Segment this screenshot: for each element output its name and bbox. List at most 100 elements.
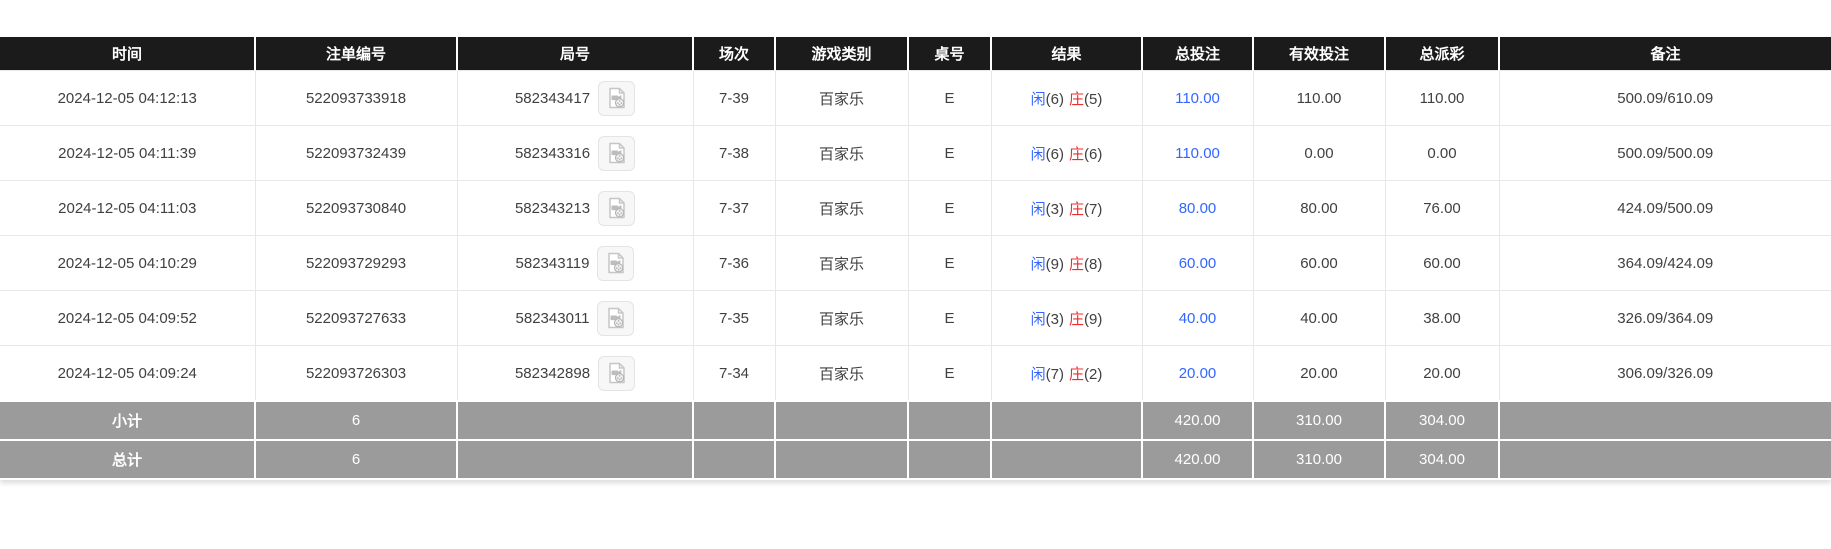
grand-total-row: 总计 6 420.00 310.00 304.00 <box>0 439 1831 480</box>
subtotal-label: 小计 <box>0 400 256 441</box>
cell-valid-bet: 0.00 <box>1252 125 1386 181</box>
subtotal-empty-result <box>990 400 1143 441</box>
bet-records-table: 时间 注单编号 局号 场次 游戏类别 桌号 结果 总投注 有效投注 总派彩 备注… <box>0 37 1831 480</box>
video-replay-button[interactable] <box>598 80 636 116</box>
cell-bet-id: 522093733918 <box>254 70 458 126</box>
cell-time: 2024-12-05 04:11:39 <box>0 125 256 181</box>
cell-total-payout: 110.00 <box>1384 70 1500 126</box>
cell-total-bet[interactable]: 20.00 <box>1141 345 1254 402</box>
cell-total-payout: 38.00 <box>1384 290 1500 346</box>
video-replay-button[interactable] <box>597 300 635 336</box>
header-row: 时间 注单编号 局号 场次 游戏类别 桌号 结果 总投注 有效投注 总派彩 备注 <box>0 37 1831 71</box>
cell-total-bet[interactable]: 80.00 <box>1141 180 1254 236</box>
cell-result: 闲(3) 庄(9) <box>990 290 1143 346</box>
result-player-score: (6) <box>1045 145 1064 163</box>
round-id-text: 582343011 <box>515 309 590 327</box>
round-id-text: 582342898 <box>514 364 591 382</box>
cell-session: 7-34 <box>692 345 776 402</box>
cell-total-bet[interactable]: 60.00 <box>1141 235 1254 291</box>
grand-total-empty-session <box>692 439 776 480</box>
cell-remark: 500.09/610.09 <box>1498 70 1831 126</box>
video-replay-button[interactable] <box>598 190 636 226</box>
cell-total-bet[interactable]: 110.00 <box>1141 70 1254 126</box>
video-file-icon <box>608 307 624 329</box>
cell-remark: 500.09/500.09 <box>1498 125 1831 181</box>
grand-total-total-payout: 304.00 <box>1384 439 1500 480</box>
result-player-score: (3) <box>1045 310 1064 328</box>
column-header-round-id: 局号 <box>457 37 694 71</box>
column-header-bet-id: 注单编号 <box>255 37 458 71</box>
grand-total-count: 6 <box>254 439 458 480</box>
cell-table-no: E <box>907 125 992 181</box>
cell-table-no: E <box>907 290 992 346</box>
grand-total-empty-table-no <box>907 439 992 480</box>
result-player-score: (9) <box>1045 255 1064 273</box>
result-player-label: 闲 <box>1030 200 1046 218</box>
result-banker-score: (5) <box>1084 90 1103 108</box>
cell-table-no: E <box>907 180 992 236</box>
video-file-icon <box>608 87 625 109</box>
round-id-text: 582343119 <box>515 254 590 272</box>
cell-total-bet[interactable]: 40.00 <box>1141 290 1254 346</box>
video-file-icon <box>608 362 625 384</box>
cell-session: 7-38 <box>692 125 776 181</box>
result-banker-score: (7) <box>1084 200 1103 218</box>
cell-bet-id: 522093730840 <box>254 180 458 236</box>
video-file-icon <box>608 142 625 164</box>
cell-session: 7-35 <box>692 290 776 346</box>
column-header-game-type: 游戏类别 <box>775 37 909 71</box>
subtotal-total-payout: 304.00 <box>1384 400 1500 441</box>
table-row: 2024-12-05 04:11:39 522093732439 5823433… <box>0 125 1831 181</box>
cell-valid-bet: 40.00 <box>1252 290 1386 346</box>
cell-valid-bet: 60.00 <box>1252 235 1386 291</box>
cell-remark: 306.09/326.09 <box>1498 345 1831 402</box>
result-banker-score: (6) <box>1084 145 1103 163</box>
cell-table-no: E <box>907 70 992 126</box>
cell-total-payout: 0.00 <box>1384 125 1500 181</box>
column-header-result: 结果 <box>991 37 1143 71</box>
subtotal-count: 6 <box>254 400 458 441</box>
cell-remark: 424.09/500.09 <box>1498 180 1831 236</box>
cell-time: 2024-12-05 04:10:29 <box>0 235 256 291</box>
result-player-score: (7) <box>1045 365 1064 383</box>
table-row: 2024-12-05 04:11:03 522093730840 5823432… <box>0 180 1831 236</box>
cell-session: 7-36 <box>692 235 776 291</box>
video-file-icon <box>608 252 624 274</box>
column-header-total-payout: 总派彩 <box>1385 37 1500 71</box>
grand-total-valid-bet: 310.00 <box>1252 439 1386 480</box>
round-id-text: 582343213 <box>514 199 591 217</box>
table-row: 2024-12-05 04:12:13 522093733918 5823434… <box>0 70 1831 126</box>
grand-total-label: 总计 <box>0 439 256 480</box>
result-banker-score: (2) <box>1084 365 1103 383</box>
column-header-session: 场次 <box>693 37 776 71</box>
cell-total-payout: 20.00 <box>1384 345 1500 402</box>
column-header-total-bet: 总投注 <box>1142 37 1254 71</box>
cell-table-no: E <box>907 345 992 402</box>
cell-round-id: 582343316 <box>456 125 694 181</box>
cell-bet-id: 522093726303 <box>254 345 458 402</box>
cell-valid-bet: 80.00 <box>1252 180 1386 236</box>
result-banker-label: 庄 <box>1069 255 1085 273</box>
cell-session: 7-37 <box>692 180 776 236</box>
video-replay-button[interactable] <box>598 135 636 171</box>
table-row: 2024-12-05 04:10:29 522093729293 5823431… <box>0 235 1831 291</box>
video-replay-button[interactable] <box>598 355 636 391</box>
result-player-label: 闲 <box>1030 145 1046 163</box>
table-row: 2024-12-05 04:09:24 522093726303 5823428… <box>0 345 1831 402</box>
cell-total-payout: 76.00 <box>1384 180 1500 236</box>
video-file-icon <box>608 197 625 219</box>
cell-time: 2024-12-05 04:11:03 <box>0 180 256 236</box>
table-row: 2024-12-05 04:09:52 522093727633 5823430… <box>0 290 1831 346</box>
result-banker-label: 庄 <box>1069 145 1085 163</box>
cell-game-type: 百家乐 <box>774 345 909 402</box>
cell-round-id: 582343417 <box>456 70 694 126</box>
result-banker-score: (8) <box>1084 255 1103 273</box>
cell-result: 闲(9) 庄(8) <box>990 235 1143 291</box>
video-replay-button[interactable] <box>597 245 635 281</box>
cell-round-id: 582342898 <box>456 345 694 402</box>
column-header-remark: 备注 <box>1499 37 1831 71</box>
cell-round-id: 582343119 <box>456 235 694 291</box>
cell-total-bet[interactable]: 110.00 <box>1141 125 1254 181</box>
cell-result: 闲(3) 庄(7) <box>990 180 1143 236</box>
column-header-time: 时间 <box>0 37 256 71</box>
